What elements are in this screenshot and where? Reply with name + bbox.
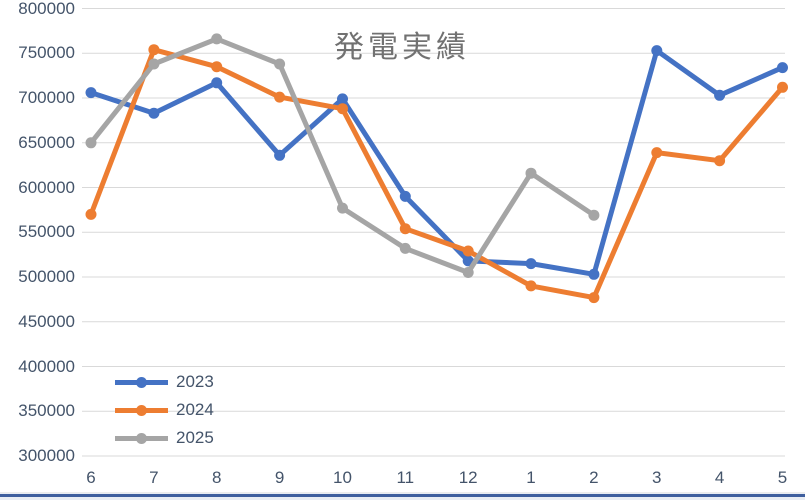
legend-line-marker-icon [115, 428, 168, 448]
data-point-2023-10 [337, 93, 348, 105]
chart-title[interactable]: 発電実績 [334, 31, 470, 64]
y-axis-tick-label: 650000 [18, 132, 75, 152]
data-point-2024-8 [211, 61, 223, 73]
data-point-2024-4 [714, 155, 726, 167]
data-point-2024-7 [148, 44, 160, 56]
x-axis-tick-label: 11 [396, 468, 415, 487]
x-axis-tick-label: 5 [777, 468, 788, 487]
window-border-line [0, 494, 805, 497]
data-point-2025-9 [274, 58, 286, 70]
chart-legend[interactable]: 2023 2024 2025 [115, 372, 214, 456]
legend-label: 2025 [176, 428, 214, 447]
x-axis-tick-label: 12 [458, 468, 478, 487]
x-axis-tick-label: 10 [332, 468, 352, 487]
y-axis-tick-label: 500000 [18, 267, 75, 286]
y-axis-tick-label: 700000 [18, 88, 75, 107]
series-line-2023 [88, 48, 785, 277]
y-axis-tick-label: 450000 [18, 311, 75, 331]
legend-item-2023[interactable]: 2023 [115, 372, 214, 392]
x-axis-tick-label: 2 [589, 468, 599, 487]
data-point-2024-3 [651, 147, 663, 159]
series-line-2025 [88, 36, 597, 275]
data-point-2025-1 [525, 167, 537, 179]
window-bottom-border [0, 492, 805, 500]
data-point-2023-9 [274, 149, 286, 161]
data-point-2024-1 [525, 280, 537, 292]
y-axis-tick-label: 550000 [18, 222, 75, 242]
data-point-2024-12 [462, 245, 474, 257]
y-axis-tick-label: 400000 [18, 356, 75, 376]
data-point-2025-11 [399, 242, 411, 254]
data-point-2023-11 [399, 190, 411, 202]
data-point-2023-4 [714, 89, 726, 101]
y-axis-tick-label: 750000 [18, 43, 75, 63]
x-axis-tick-label: 8 [211, 468, 222, 487]
data-point-2023-1 [525, 258, 537, 270]
data-point-2023-3 [651, 45, 663, 57]
legend-line-marker-icon [115, 400, 168, 420]
data-point-2023-5 [777, 62, 788, 74]
legend-item-2024[interactable]: 2024 [115, 400, 214, 420]
y-axis-tick-label: 300000 [18, 446, 75, 465]
data-point-2023-8 [211, 77, 223, 89]
y-axis-tick-label: 800000 [18, 0, 75, 18]
data-point-2025-7 [148, 58, 160, 70]
legend-label: 2023 [176, 372, 214, 391]
x-axis-tick-label: 9 [274, 468, 285, 487]
y-axis-tick-label: 350000 [18, 401, 75, 421]
data-point-2025-12 [462, 267, 474, 278]
series-line-2024 [88, 47, 785, 301]
data-point-2025-8 [211, 33, 223, 45]
data-point-2023-2 [588, 268, 600, 280]
data-point-2024-2 [588, 292, 600, 304]
x-axis-tick-label: 6 [86, 468, 96, 487]
data-point-2025-6 [85, 137, 97, 149]
data-point-2023-6 [85, 87, 97, 99]
data-point-2025-10 [337, 202, 348, 214]
legend-line-marker-icon [115, 372, 168, 392]
x-axis-tick-label: 4 [714, 468, 725, 487]
data-point-2024-11 [399, 223, 411, 235]
legend-label: 2024 [176, 400, 214, 419]
x-axis-tick-label: 7 [149, 468, 159, 487]
data-point-2024-6 [85, 208, 97, 220]
y-axis-tick-label: 600000 [18, 177, 75, 197]
data-point-2023-7 [148, 107, 160, 119]
data-point-2025-2 [588, 209, 600, 221]
x-axis-tick-label: 3 [652, 468, 662, 487]
data-point-2024-5 [777, 81, 788, 93]
legend-item-2025[interactable]: 2025 [115, 428, 214, 448]
x-axis-tick-label: 1 [526, 468, 536, 487]
data-point-2024-9 [274, 91, 286, 103]
data-point-2024-10 [337, 103, 348, 115]
